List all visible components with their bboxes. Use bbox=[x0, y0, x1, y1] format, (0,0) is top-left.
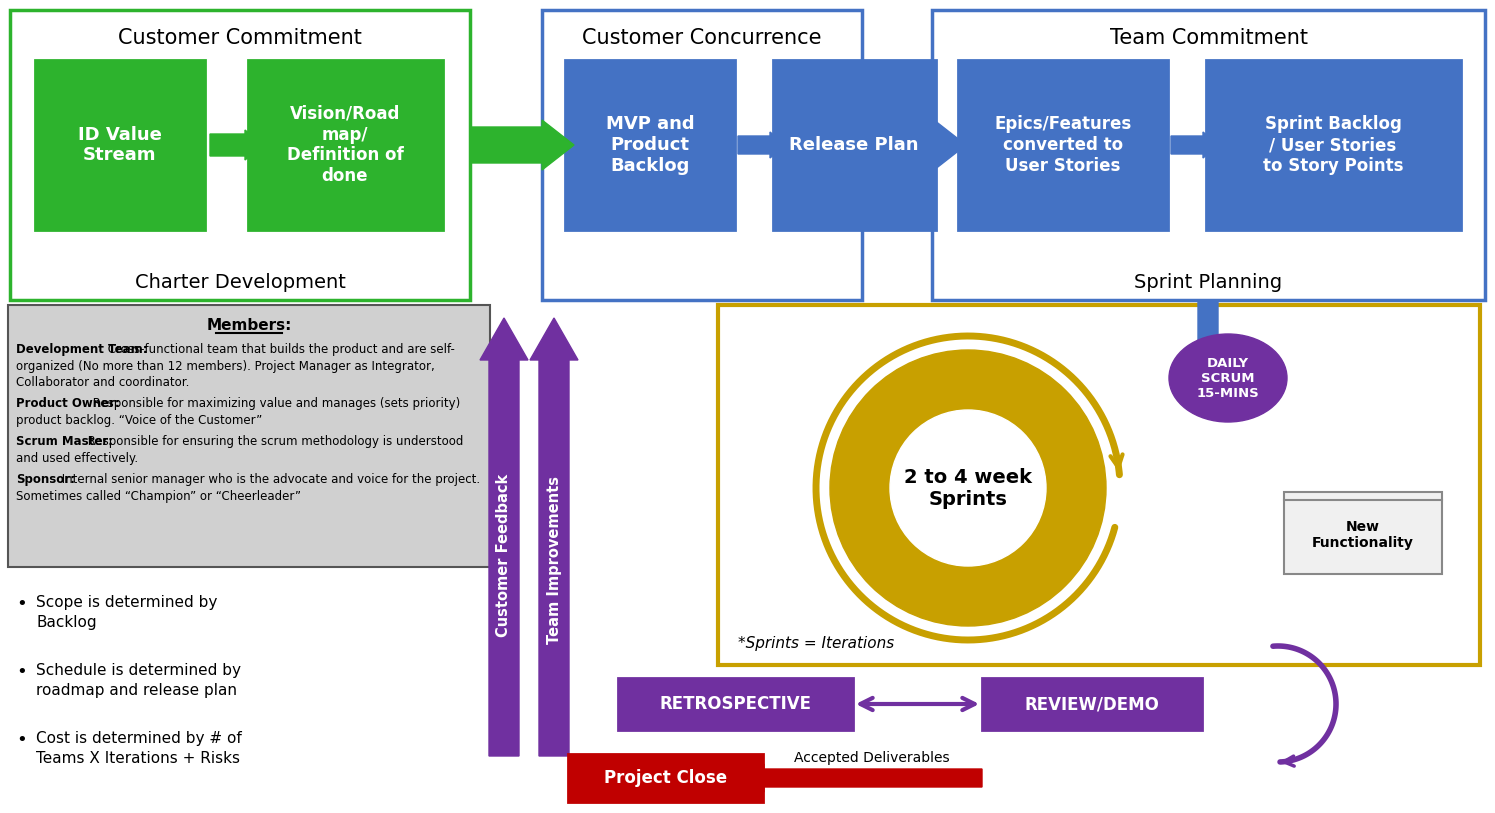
FancyBboxPatch shape bbox=[248, 60, 443, 230]
FancyBboxPatch shape bbox=[1206, 60, 1461, 230]
FancyBboxPatch shape bbox=[10, 10, 469, 300]
Text: MVP and
Product
Backlog: MVP and Product Backlog bbox=[605, 115, 694, 175]
Text: roadmap and release plan: roadmap and release plan bbox=[36, 683, 238, 698]
Text: Vision/Road
map/
Definition of
done: Vision/Road map/ Definition of done bbox=[287, 105, 404, 185]
FancyArrow shape bbox=[742, 764, 982, 792]
Text: ID Value
Stream: ID Value Stream bbox=[78, 125, 161, 164]
FancyArrow shape bbox=[209, 130, 263, 160]
Text: Team Commitment: Team Commitment bbox=[1109, 28, 1308, 48]
Text: Epics/Features
converted to
User Stories: Epics/Features converted to User Stories bbox=[994, 115, 1132, 175]
FancyBboxPatch shape bbox=[958, 60, 1168, 230]
Text: Accepted Deliverables: Accepted Deliverables bbox=[794, 751, 949, 765]
Text: Customer Commitment: Customer Commitment bbox=[118, 28, 362, 48]
Text: *Sprints = Iterations: *Sprints = Iterations bbox=[739, 636, 894, 650]
Text: Customer Concurrence: Customer Concurrence bbox=[582, 28, 822, 48]
FancyArrow shape bbox=[472, 120, 574, 170]
FancyBboxPatch shape bbox=[34, 60, 205, 230]
FancyArrow shape bbox=[1171, 132, 1218, 158]
Text: Project Close: Project Close bbox=[604, 769, 727, 787]
Text: Responsible for maximizing value and manages (sets priority): Responsible for maximizing value and man… bbox=[88, 398, 460, 411]
Text: DAILY
SCRUM
15-MINS: DAILY SCRUM 15-MINS bbox=[1196, 356, 1259, 399]
Text: Backlog: Backlog bbox=[36, 615, 97, 630]
Text: Development Team:: Development Team: bbox=[16, 343, 148, 356]
FancyBboxPatch shape bbox=[982, 678, 1202, 730]
FancyBboxPatch shape bbox=[7, 305, 490, 567]
FancyBboxPatch shape bbox=[1284, 492, 1443, 574]
Text: Collaborator and coordinator.: Collaborator and coordinator. bbox=[16, 376, 190, 389]
Text: Customer Feedback: Customer Feedback bbox=[496, 473, 511, 637]
FancyBboxPatch shape bbox=[565, 60, 736, 230]
FancyArrow shape bbox=[1193, 302, 1223, 388]
Text: Sometimes called “Champion” or “Cheerleader”: Sometimes called “Champion” or “Cheerlea… bbox=[16, 490, 300, 503]
FancyArrow shape bbox=[739, 132, 786, 158]
Circle shape bbox=[890, 410, 1046, 566]
Text: 2 to 4 week
Sprints: 2 to 4 week Sprints bbox=[904, 467, 1032, 508]
FancyBboxPatch shape bbox=[773, 60, 936, 230]
Text: Members:: Members: bbox=[206, 318, 292, 333]
FancyBboxPatch shape bbox=[718, 305, 1480, 665]
Text: product backlog. “Voice of the Customer”: product backlog. “Voice of the Customer” bbox=[16, 414, 262, 427]
Text: and used effectively.: and used effectively. bbox=[16, 452, 138, 465]
Text: Responsible for ensuring the scrum methodology is understood: Responsible for ensuring the scrum metho… bbox=[84, 436, 463, 449]
FancyArrow shape bbox=[531, 318, 579, 756]
Text: Scrum Master:: Scrum Master: bbox=[16, 436, 114, 449]
FancyBboxPatch shape bbox=[617, 678, 854, 730]
Text: New
Functionality: New Functionality bbox=[1313, 520, 1414, 550]
Ellipse shape bbox=[1169, 334, 1287, 422]
FancyBboxPatch shape bbox=[543, 10, 863, 300]
Text: Teams X Iterations + Risks: Teams X Iterations + Risks bbox=[36, 751, 241, 766]
Text: •: • bbox=[16, 663, 27, 681]
Circle shape bbox=[830, 350, 1106, 626]
Text: Release Plan: Release Plan bbox=[789, 136, 919, 154]
Text: Product Owner:: Product Owner: bbox=[16, 398, 120, 411]
Text: Sprint Planning: Sprint Planning bbox=[1135, 272, 1283, 292]
FancyBboxPatch shape bbox=[931, 10, 1485, 300]
Text: Cost is determined by # of: Cost is determined by # of bbox=[36, 731, 242, 746]
Text: Cross-functional team that builds the product and are self-: Cross-functional team that builds the pr… bbox=[105, 343, 456, 356]
Text: Charter Development: Charter Development bbox=[135, 272, 345, 292]
FancyBboxPatch shape bbox=[568, 754, 762, 802]
Text: Internal senior manager who is the advocate and voice for the project.: Internal senior manager who is the advoc… bbox=[58, 473, 480, 486]
Text: Sprint Backlog
/ User Stories
to Story Points: Sprint Backlog / User Stories to Story P… bbox=[1263, 115, 1404, 175]
Text: •: • bbox=[16, 595, 27, 613]
FancyArrow shape bbox=[864, 120, 966, 170]
FancyArrow shape bbox=[480, 318, 528, 756]
Text: •: • bbox=[16, 731, 27, 749]
Text: organized (No more than 12 members). Project Manager as Integrator,: organized (No more than 12 members). Pro… bbox=[16, 359, 435, 372]
Text: RETROSPECTIVE: RETROSPECTIVE bbox=[659, 695, 812, 713]
Text: Sponsor:: Sponsor: bbox=[16, 473, 75, 486]
Text: Schedule is determined by: Schedule is determined by bbox=[36, 663, 241, 678]
Text: Team Improvements: Team Improvements bbox=[547, 476, 562, 644]
Text: Scope is determined by: Scope is determined by bbox=[36, 595, 217, 610]
Text: REVIEW/DEMO: REVIEW/DEMO bbox=[1024, 695, 1160, 713]
